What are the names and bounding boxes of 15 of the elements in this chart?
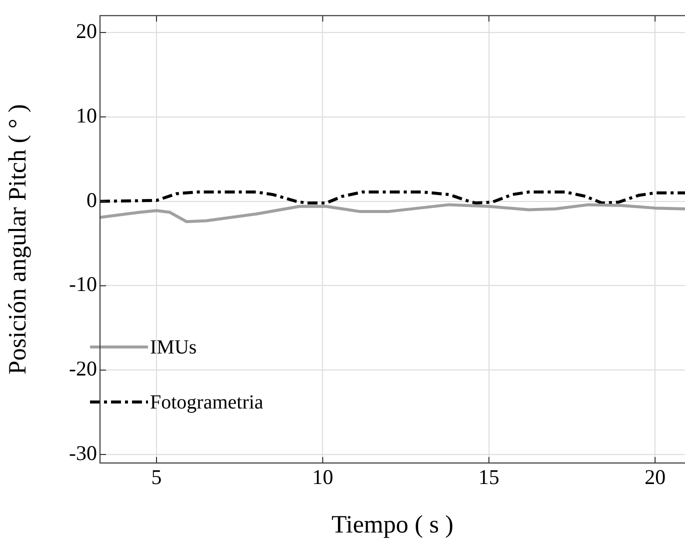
y-tick-label: -20	[69, 356, 97, 381]
x-axis-title: Tiempo ( s )	[331, 512, 454, 539]
y-tick-label: 0	[86, 188, 97, 212]
legend-label: Fotogrametria	[150, 391, 264, 414]
x-tick-label: 20	[644, 465, 666, 490]
x-tick-label: 15	[478, 465, 500, 490]
y-tick-label: 10	[76, 103, 97, 128]
line-series	[100, 190, 685, 204]
y-axis-title: Posición angular Pitch ( ° )	[4, 104, 32, 374]
x-tick-label: 5	[151, 465, 162, 490]
y-tick-label: -10	[69, 272, 97, 296]
y-tick-label: 20	[76, 19, 97, 43]
legend-label: IMUs	[150, 336, 197, 358]
y-tick-label: -30	[69, 441, 97, 466]
x-tick-label: 10	[312, 465, 334, 490]
